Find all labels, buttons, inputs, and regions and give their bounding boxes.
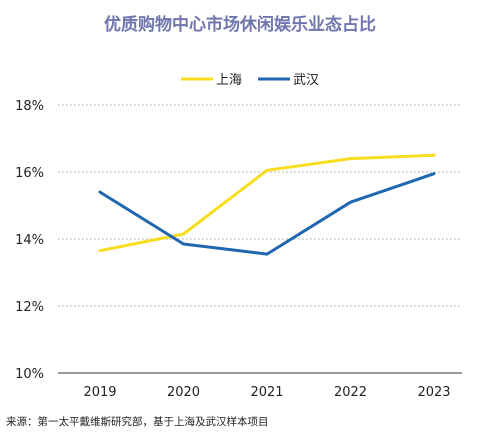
chart-legend: 上海 武汉 [181, 73, 319, 88]
chart-title: 优质购物中心市场休闲娱乐业态占比 [104, 14, 376, 35]
x-axis: 2019 2020 2021 2022 2023 [58, 372, 462, 400]
y-axis-ticks: 10% 12% 14% 16% 18% [15, 99, 44, 382]
series-line-1 [98, 172, 436, 256]
y-gridlines [58, 104, 462, 307]
y-tick-label: 18% [15, 99, 44, 114]
x-tick-label: 2021 [250, 385, 283, 400]
data-series [98, 153, 436, 256]
legend-label: 上海 [216, 73, 242, 88]
y-tick-label: 10% [15, 367, 44, 382]
x-tick-label: 2022 [334, 385, 367, 400]
y-tick-label: 16% [15, 166, 44, 181]
source-note: 来源：第一太平戴维斯研究部，基于上海及武汉样本项目 [6, 415, 269, 428]
x-tick-label: 2019 [83, 385, 116, 400]
x-tick-label: 2023 [417, 385, 450, 400]
legend-label: 武汉 [293, 73, 319, 88]
series-line-0 [98, 153, 436, 253]
y-tick-label: 14% [15, 233, 44, 248]
y-tick-label: 12% [15, 300, 44, 315]
x-tick-label: 2020 [167, 385, 200, 400]
